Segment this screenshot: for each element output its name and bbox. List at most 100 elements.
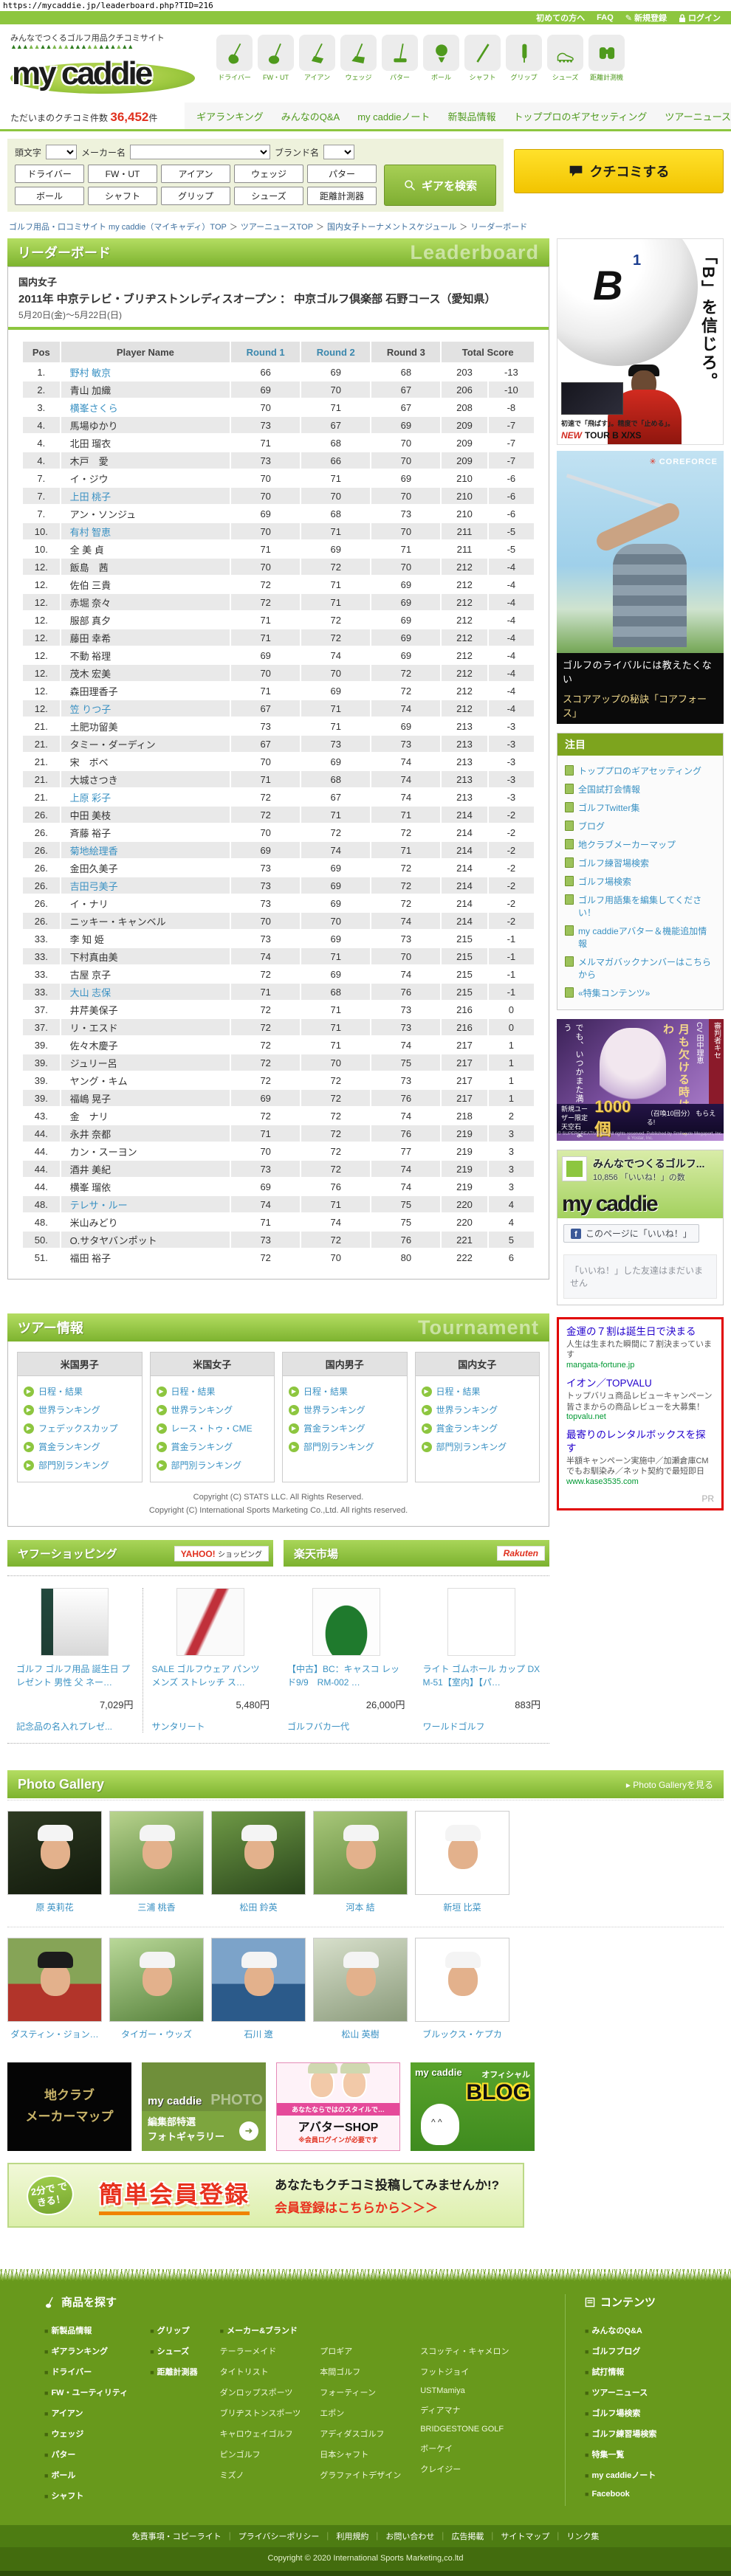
footer-brand-link[interactable]: ダンロップスポーツ xyxy=(219,2389,293,2398)
player-name[interactable]: 上田 桃子 xyxy=(69,491,111,503)
player-name[interactable]: 土肥功留美 xyxy=(69,721,118,733)
player-name[interactable]: ジュリー呂 xyxy=(69,1057,117,1069)
tour-link[interactable]: 賞金ランキング xyxy=(422,1419,534,1437)
player-photo-name[interactable]: ブルックス・ケプカ xyxy=(422,2029,502,2040)
category-iron[interactable]: アイアン xyxy=(299,35,335,97)
footer-brand-link[interactable]: ミズノ xyxy=(219,2471,244,2481)
facebook-like-button[interactable]: f このページに「いいね！」 xyxy=(563,1224,699,1243)
footer-link[interactable]: ボール xyxy=(44,2465,128,2485)
category-driver[interactable]: ドライバー xyxy=(216,35,253,97)
gear-category-button[interactable]: アイアン xyxy=(161,165,230,183)
player-photo-name[interactable]: 石川 遼 xyxy=(244,2029,273,2040)
footer-brand-link[interactable]: クレイジー xyxy=(420,2465,461,2475)
footer-brand-link[interactable]: アディダスゴルフ xyxy=(320,2430,385,2439)
featured-link[interactable]: ゴルフ練習場検索 xyxy=(563,854,717,872)
product-title[interactable]: 【中古】BC：キャスコ レッド9/9 RM-002 … xyxy=(287,1664,400,1688)
footer-link[interactable]: ウェッジ xyxy=(44,2423,128,2444)
player-name[interactable]: 北田 瑠衣 xyxy=(69,438,111,449)
player-photo[interactable] xyxy=(211,1811,306,1896)
player-name[interactable]: 藤田 幸希 xyxy=(69,632,111,644)
footer-brand-link[interactable]: グラファイトデザイン xyxy=(320,2471,402,2481)
signup-link[interactable]: ✎ 新規登録 xyxy=(625,13,667,24)
tour-link[interactable]: 部門別ランキング xyxy=(157,1456,269,1474)
breadcrumb-item[interactable]: 国内女子トーナメントスケジュール xyxy=(327,221,467,232)
player-name[interactable]: 全 美 貞 xyxy=(69,544,104,556)
footer-brand-link[interactable]: テーラーメイド xyxy=(219,2347,277,2357)
player-name[interactable]: 福田 裕子 xyxy=(69,1252,111,1264)
player-photo[interactable] xyxy=(211,1938,306,2023)
footer-link[interactable]: シャフト xyxy=(44,2485,128,2506)
player-name[interactable]: タミー・ダーディン xyxy=(69,739,156,750)
breadcrumb-item[interactable]: リーダーボード xyxy=(470,223,528,232)
col-round1-link[interactable]: Round 1 xyxy=(231,342,301,362)
col-round2-link[interactable]: Round 2 xyxy=(301,342,371,362)
footer-brand-link[interactable]: 本間ゴルフ xyxy=(320,2368,361,2378)
player-photo[interactable] xyxy=(313,1938,408,2023)
footer-link[interactable]: アイアン xyxy=(44,2403,128,2423)
footer-brand-link[interactable]: エポン xyxy=(320,2409,345,2419)
gallery-card[interactable]: 新垣 比菜 xyxy=(415,1811,509,1925)
footer-link[interactable]: ゴルフ場検索 xyxy=(585,2403,710,2423)
gear-category-button[interactable]: シューズ xyxy=(234,187,303,205)
coreforce-ad[interactable]: ✳ COREFORCE ゴルフのライバルには教えたくない スコアアップの秘訣「コア… xyxy=(557,451,724,724)
footer-brand-link[interactable]: ブリヂストンスポーツ xyxy=(219,2409,301,2419)
footer-brand-link[interactable]: ディアマナ xyxy=(420,2406,461,2416)
player-name[interactable]: 斉藤 裕子 xyxy=(69,827,111,839)
player-name[interactable]: 福嶋 晃子 xyxy=(69,1093,111,1105)
player-name[interactable]: 中田 美枝 xyxy=(69,809,111,821)
player-photo[interactable] xyxy=(7,1938,102,2023)
gear-category-button[interactable]: パター xyxy=(307,165,377,183)
gear-search-button[interactable]: ギアを検索 xyxy=(384,165,496,206)
category-putter[interactable]: パター xyxy=(382,35,418,97)
gallery-more-link[interactable]: ▸ Photo Galleryを見る xyxy=(625,1779,713,1790)
player-photo[interactable] xyxy=(7,1811,102,1896)
player-name[interactable]: 佐々木慶子 xyxy=(69,1040,118,1052)
legal-link[interactable]: 利用規約 xyxy=(336,2532,385,2541)
brand-select[interactable] xyxy=(323,145,355,159)
product-image[interactable] xyxy=(447,1588,516,1657)
breadcrumb-item[interactable]: ゴルフ用品・口コミサイト my caddie（マイキャディ）TOP xyxy=(9,221,238,232)
player-name[interactable]: 横峯さくら xyxy=(69,402,118,414)
photo-gallery-banner[interactable]: my caddie PHOTO 編集部特選 フォトギャラリー ➜ xyxy=(142,2062,266,2152)
tour-link[interactable]: 賞金ランキング xyxy=(157,1437,269,1456)
product-title[interactable]: SALE ゴルフウェア パンツ メンズ ストレッチ ス… xyxy=(151,1664,260,1688)
tour-link[interactable]: 日程・結果 xyxy=(24,1382,136,1401)
tour-link[interactable]: 部門別ランキング xyxy=(422,1437,534,1456)
player-name[interactable]: リ・エスド xyxy=(69,1022,118,1034)
gallery-card[interactable]: 河本 結 xyxy=(313,1811,408,1925)
player-name[interactable]: 赤堀 奈々 xyxy=(69,597,111,609)
footer-link[interactable]: シューズ xyxy=(150,2341,197,2361)
gallery-card[interactable]: タイガー・ウッズ xyxy=(109,1938,204,2052)
footer-brand-link[interactable]: ピンゴルフ xyxy=(219,2451,261,2460)
footer-brand-link[interactable]: スコッティ・キャメロン xyxy=(420,2347,509,2357)
player-name[interactable]: 李 知 姫 xyxy=(69,933,104,945)
player-name[interactable]: 吉田弓美子 xyxy=(69,880,118,892)
footer-link[interactable]: ドライバー xyxy=(44,2361,128,2382)
player-name[interactable]: 下村真由美 xyxy=(69,951,118,963)
player-name[interactable]: 飯島 茜 xyxy=(69,562,109,573)
product-shop-link[interactable]: サンタリート xyxy=(151,1722,205,1733)
product-shop-link[interactable]: ゴルフバカ一代 xyxy=(287,1722,350,1733)
category-rangefinder[interactable]: 距離計測機 xyxy=(588,35,625,97)
footer-brand-link[interactable]: フットジョイ xyxy=(420,2368,470,2378)
player-photo[interactable] xyxy=(415,1938,509,2023)
tour-link[interactable]: 賞金ランキング xyxy=(289,1419,401,1437)
player-photo-name[interactable]: 新垣 比菜 xyxy=(443,1902,481,1913)
featured-link[interactable]: ゴルフTwitter集 xyxy=(563,798,717,817)
gear-category-button[interactable]: 距離計測器 xyxy=(307,187,377,205)
player-name[interactable]: 木戸 愛 xyxy=(69,455,109,467)
featured-link[interactable]: 地クラブメーカーマップ xyxy=(563,835,717,854)
tour-link[interactable]: 世界ランキング xyxy=(289,1401,401,1419)
tour-link[interactable]: フェデックスカップ xyxy=(24,1419,136,1437)
gallery-card[interactable]: ダスティン・ジョン… xyxy=(7,1938,102,2052)
player-name[interactable]: ヤング・キム xyxy=(69,1075,128,1087)
player-photo-name[interactable]: 松田 鈴英 xyxy=(239,1902,278,1913)
tour-link[interactable]: 世界ランキング xyxy=(157,1401,269,1419)
legal-link[interactable]: お問い合わせ xyxy=(385,2532,451,2541)
club-maker-map-banner[interactable]: 地クラブ メーカーマップ xyxy=(7,2062,131,2152)
footer-brand-link[interactable]: タイトリスト xyxy=(219,2368,269,2378)
tour-link[interactable]: 世界ランキング xyxy=(422,1401,534,1419)
maker-select[interactable] xyxy=(130,145,271,159)
player-name[interactable]: 馬場ゆかり xyxy=(69,420,118,432)
category-ball[interactable]: ボール xyxy=(423,35,459,97)
